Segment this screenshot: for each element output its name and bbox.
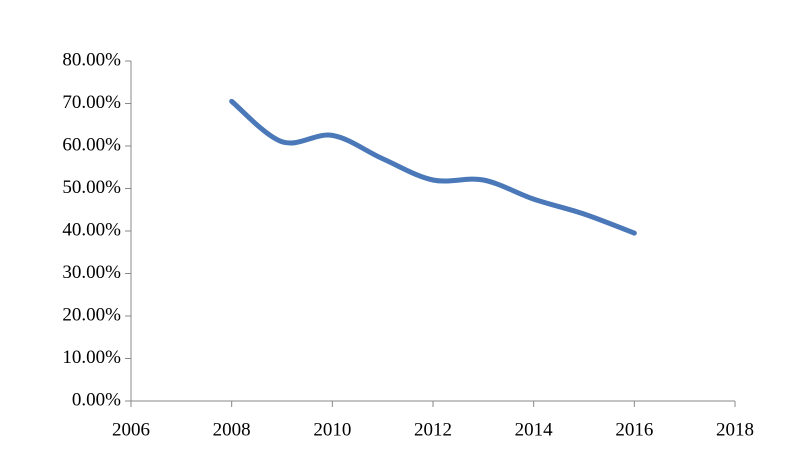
x-tick-label: 2018 [716, 419, 754, 440]
x-tick-label: 2016 [615, 419, 653, 440]
y-tick-label: 60.00% [62, 134, 121, 155]
y-tick-label: 40.00% [62, 219, 121, 240]
y-tick-label: 20.00% [62, 304, 121, 325]
x-tick-label: 2006 [112, 419, 150, 440]
y-tick-label: 50.00% [62, 177, 121, 198]
x-tick-label: 2012 [414, 419, 452, 440]
x-tick-label: 2014 [515, 419, 554, 440]
y-tick-label: 70.00% [62, 92, 121, 113]
y-tick-label: 0.00% [72, 389, 121, 410]
y-tick-label: 30.00% [62, 262, 121, 283]
data-line [229, 98, 637, 236]
x-tick-label: 2008 [213, 419, 251, 440]
y-tick-label: 10.00% [62, 347, 121, 368]
y-tick-label: 80.00% [62, 49, 121, 70]
x-tick-label: 2010 [313, 419, 351, 440]
